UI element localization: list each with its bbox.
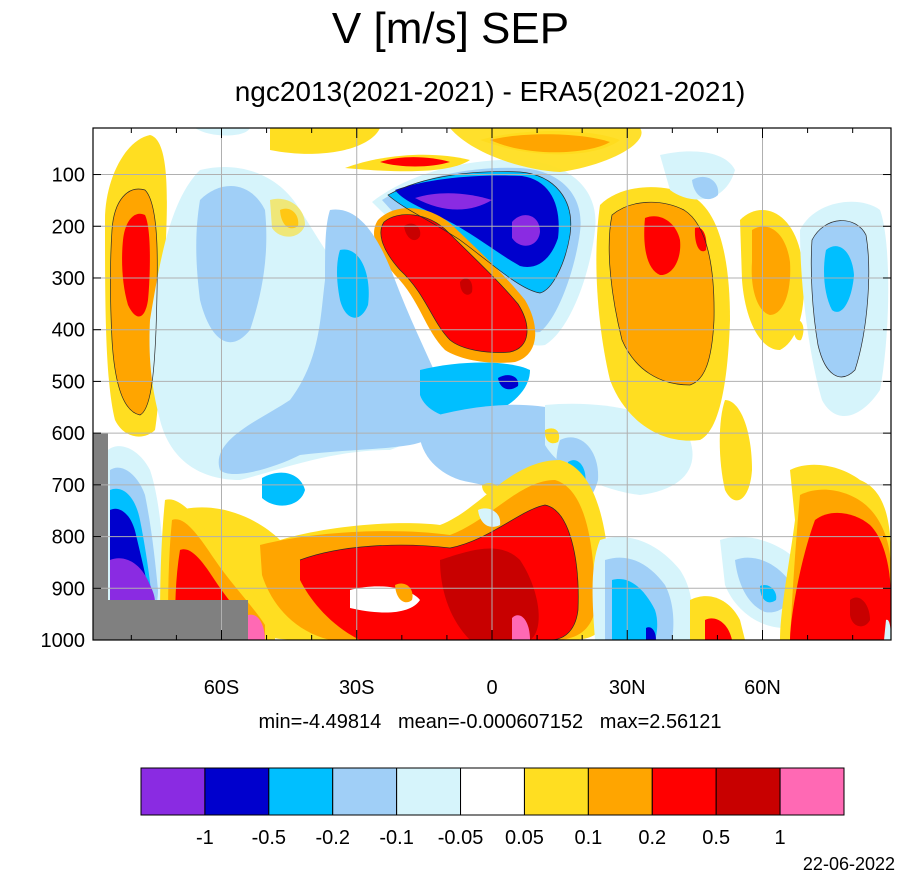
contour-fill — [460, 278, 473, 295]
colorbar-label: -0.1 — [379, 827, 413, 849]
contour-fills — [93, 128, 891, 640]
contour-fill — [751, 226, 791, 315]
contour-fill — [609, 202, 715, 385]
contour-fill — [692, 176, 719, 200]
colorbar-label: 0.2 — [638, 827, 666, 849]
missing-data-mask — [93, 433, 248, 640]
colorbar-label: 0.05 — [505, 827, 544, 849]
y-tick-label: 700 — [52, 475, 85, 497]
colorbar-label: -0.5 — [252, 827, 286, 849]
colorbar-swatch — [332, 767, 398, 816]
grid-lines — [93, 128, 891, 640]
contour-fill — [404, 223, 421, 241]
contour-fill — [644, 216, 681, 276]
contour-fill — [380, 157, 450, 167]
contour-fill — [262, 472, 305, 506]
y-tick-label: 500 — [52, 371, 85, 393]
colorbar-swatch — [587, 767, 653, 816]
contour-lines — [110, 171, 870, 640]
contour-fill — [482, 483, 499, 496]
y-tick-label: 100 — [52, 165, 85, 187]
contour-fill — [850, 597, 870, 627]
y-tick-label: 600 — [52, 423, 85, 445]
colorbar-label: -0.2 — [315, 827, 349, 849]
contour-fill — [719, 400, 752, 501]
colorbar-swatch — [523, 767, 589, 816]
colorbar-swatch — [715, 767, 781, 816]
contour-fill — [512, 615, 530, 640]
y-tick-label: 800 — [52, 527, 85, 549]
contour-fill — [380, 214, 528, 353]
colorbar-swatch — [204, 767, 270, 816]
contour-line — [810, 220, 870, 378]
contour-line — [380, 214, 528, 353]
contour-fill — [218, 209, 449, 475]
y-axis-labels: 100 200 300 400 500 600 700 800 900 1000 — [41, 165, 86, 652]
contour-fill — [248, 614, 265, 640]
colorbar-labels: -1 -0.5 -0.2 -0.1 -0.05 0.05 0.1 0.2 0.5 1 — [196, 827, 786, 849]
contour-fill — [490, 134, 610, 153]
y-tick-label: 400 — [52, 320, 85, 342]
colorbar-swatch — [396, 767, 462, 816]
colorbar-label: -0.05 — [438, 827, 484, 849]
contour-fill — [884, 619, 891, 640]
colorbar-swatch — [779, 767, 845, 816]
chart-subtitle: ngc2013(2021-2021) - ERA5(2021-2021) — [234, 76, 746, 107]
colorbar-swatch — [651, 767, 717, 816]
contour-fill — [195, 128, 250, 136]
chart-title: V [m/s] SEP — [331, 4, 570, 53]
axis-ticks — [93, 128, 891, 641]
colorbar-label: 0.5 — [702, 827, 730, 849]
x-tick-label: 0 — [486, 677, 497, 699]
y-tick-label: 300 — [52, 268, 85, 290]
contour-line — [299, 504, 579, 640]
colorbar-label: 0.1 — [574, 827, 602, 849]
contour-fill — [544, 428, 560, 444]
stats-line: min=-4.49814 mean=-0.000607152 max=2.561… — [258, 711, 722, 733]
contour-line — [110, 188, 158, 416]
colorbar-label: -1 — [196, 827, 214, 849]
contour-fill — [690, 596, 745, 640]
contour-fill — [512, 215, 540, 246]
contour-line — [608, 201, 715, 386]
y-tick-label: 900 — [52, 578, 85, 600]
contour-fill — [478, 508, 501, 527]
colorbar-swatch — [268, 767, 334, 816]
contour-fill — [646, 627, 656, 640]
x-tick-label: 30N — [609, 677, 646, 699]
colorbar-swatch — [140, 767, 206, 816]
contour-line — [387, 171, 572, 294]
contour-fill — [694, 227, 707, 252]
contour-fill — [337, 249, 369, 318]
y-tick-label: 1000 — [41, 630, 86, 652]
colorbar-label: 1 — [775, 827, 786, 849]
contour-fill — [498, 375, 519, 390]
colorbar-swatch — [460, 767, 525, 816]
contour-fill — [415, 193, 492, 210]
y-tick-label: 200 — [52, 216, 85, 238]
contour-fill — [760, 584, 777, 603]
contour-fill — [270, 128, 380, 154]
contour-fill — [110, 558, 155, 603]
colorbar — [140, 767, 845, 816]
contour-fill — [196, 186, 267, 343]
x-tick-label: 60S — [204, 677, 240, 699]
x-axis-labels: 60S 30S 0 30N 60N — [204, 677, 781, 699]
contour-fill — [824, 246, 854, 312]
x-tick-label: 60N — [744, 677, 781, 699]
contour-fill — [612, 579, 658, 640]
date-stamp: 22-06-2022 — [802, 854, 895, 874]
contour-fill — [705, 618, 732, 640]
x-tick-label: 30S — [339, 677, 375, 699]
contour-fill — [270, 198, 305, 237]
contour-fill — [122, 213, 150, 317]
